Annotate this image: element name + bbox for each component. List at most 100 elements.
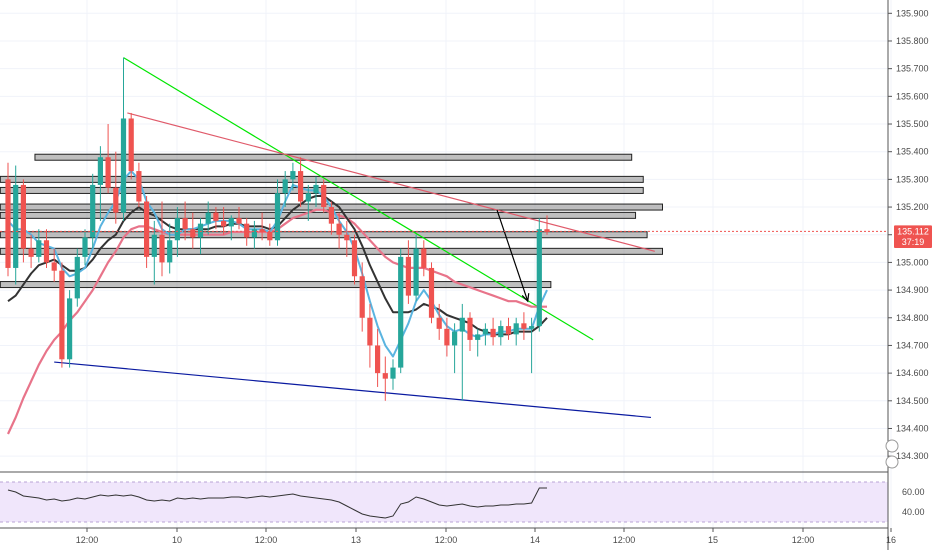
- candle: [43, 229, 50, 268]
- candle-body: [159, 234, 165, 263]
- zone-7[interactable]: [0, 247, 664, 255]
- candle: [359, 262, 365, 332]
- time-tick-label: 12:00: [435, 535, 458, 545]
- forecast-arrow[interactable]: [496, 209, 530, 303]
- candle: [459, 303, 465, 401]
- price-tick-label: 134.700: [896, 340, 929, 350]
- candle: [436, 303, 442, 340]
- candle-body: [213, 212, 219, 221]
- blue-trendline[interactable]: [54, 361, 652, 419]
- candle-body: [174, 218, 180, 241]
- green-trendline[interactable]: [123, 57, 594, 341]
- candle: [144, 195, 150, 268]
- candle: [513, 317, 519, 346]
- candle: [475, 328, 481, 357]
- candle: [344, 220, 350, 257]
- price-tick-label: 135.000: [896, 257, 929, 267]
- candle-body: [128, 118, 134, 172]
- scroll-up-icon[interactable]: [885, 439, 899, 453]
- zone-8[interactable]: [0, 281, 552, 289]
- candle-body: [390, 367, 396, 379]
- candle-body: [167, 240, 173, 263]
- red-trendline[interactable]: [127, 112, 655, 252]
- candle: [244, 218, 250, 246]
- time-tick-label: 16: [886, 535, 896, 545]
- time-tick-label: 12:00: [255, 535, 278, 545]
- candle-body: [359, 276, 365, 318]
- trend-lines[interactable]: [54, 57, 655, 419]
- candle: [51, 248, 57, 282]
- candle: [375, 328, 381, 387]
- candle-body: [328, 207, 334, 224]
- candle-body: [428, 267, 435, 318]
- price-tick-label: 135.600: [896, 91, 929, 101]
- candle: [205, 201, 211, 235]
- countdown-label: 37:19: [902, 237, 925, 247]
- candle-body: [228, 218, 234, 227]
- candle: [197, 218, 204, 255]
- zone-1[interactable]: [34, 153, 633, 161]
- candle-body: [421, 248, 427, 268]
- price-tick-label: 134.900: [896, 285, 929, 295]
- candle-body: [405, 256, 411, 296]
- price-tick-label: 135.300: [896, 174, 929, 184]
- candle-body: [336, 223, 342, 235]
- scroll-down-icon[interactable]: [885, 455, 899, 469]
- candle: [305, 184, 311, 221]
- candle-body: [290, 171, 296, 180]
- candle-body: [97, 157, 103, 185]
- price-tick-label: 134.300: [896, 451, 929, 461]
- candle: [136, 162, 142, 208]
- rsi-band: [0, 482, 888, 522]
- candle-body: [144, 201, 150, 257]
- zone-6[interactable]: [0, 231, 648, 239]
- candle: [67, 290, 73, 368]
- candle: [313, 176, 319, 208]
- candle-body: [113, 187, 119, 213]
- candle: [444, 317, 450, 357]
- candle: [190, 212, 196, 249]
- candle: [167, 223, 173, 274]
- candle: [13, 165, 19, 285]
- candle-body: [521, 323, 527, 329]
- zone-5[interactable]: [0, 211, 637, 219]
- scroll-buttons[interactable]: [885, 439, 899, 469]
- candle-body: [190, 229, 196, 238]
- price-tick-label: 134.500: [896, 396, 929, 406]
- candle-body: [444, 328, 450, 346]
- candle: [105, 124, 111, 194]
- rsi-tick-label: 60.00: [902, 487, 925, 497]
- price-tick-label: 135.500: [896, 119, 929, 129]
- candle: [90, 173, 96, 249]
- candle-body: [367, 317, 373, 346]
- candle: [398, 248, 404, 374]
- candle-body: [90, 184, 96, 238]
- candle-body: [259, 229, 265, 232]
- price-tick-label: 135.900: [896, 8, 929, 18]
- candle-body: [536, 229, 542, 327]
- candle: [5, 162, 11, 277]
- candle-body: [120, 118, 127, 213]
- candle: [336, 212, 342, 249]
- candle: [82, 229, 88, 266]
- candle: [390, 359, 396, 390]
- candle-body: [105, 157, 111, 188]
- candle-body: [321, 184, 327, 208]
- candle-body: [305, 193, 311, 202]
- candle-body: [298, 171, 304, 202]
- candle-body: [43, 240, 50, 263]
- candle: [428, 262, 435, 324]
- candle-body: [529, 326, 535, 329]
- price-tick-label: 135.400: [896, 147, 929, 157]
- candle-body: [482, 328, 488, 335]
- candle: [490, 317, 496, 346]
- candle: [221, 207, 227, 235]
- forecast-arrow-shaft[interactable]: [496, 209, 529, 302]
- candle: [544, 215, 550, 235]
- candle-body: [459, 317, 465, 332]
- candle: [382, 356, 388, 401]
- candle-body: [351, 240, 358, 277]
- time-tick-label: 12:00: [613, 535, 636, 545]
